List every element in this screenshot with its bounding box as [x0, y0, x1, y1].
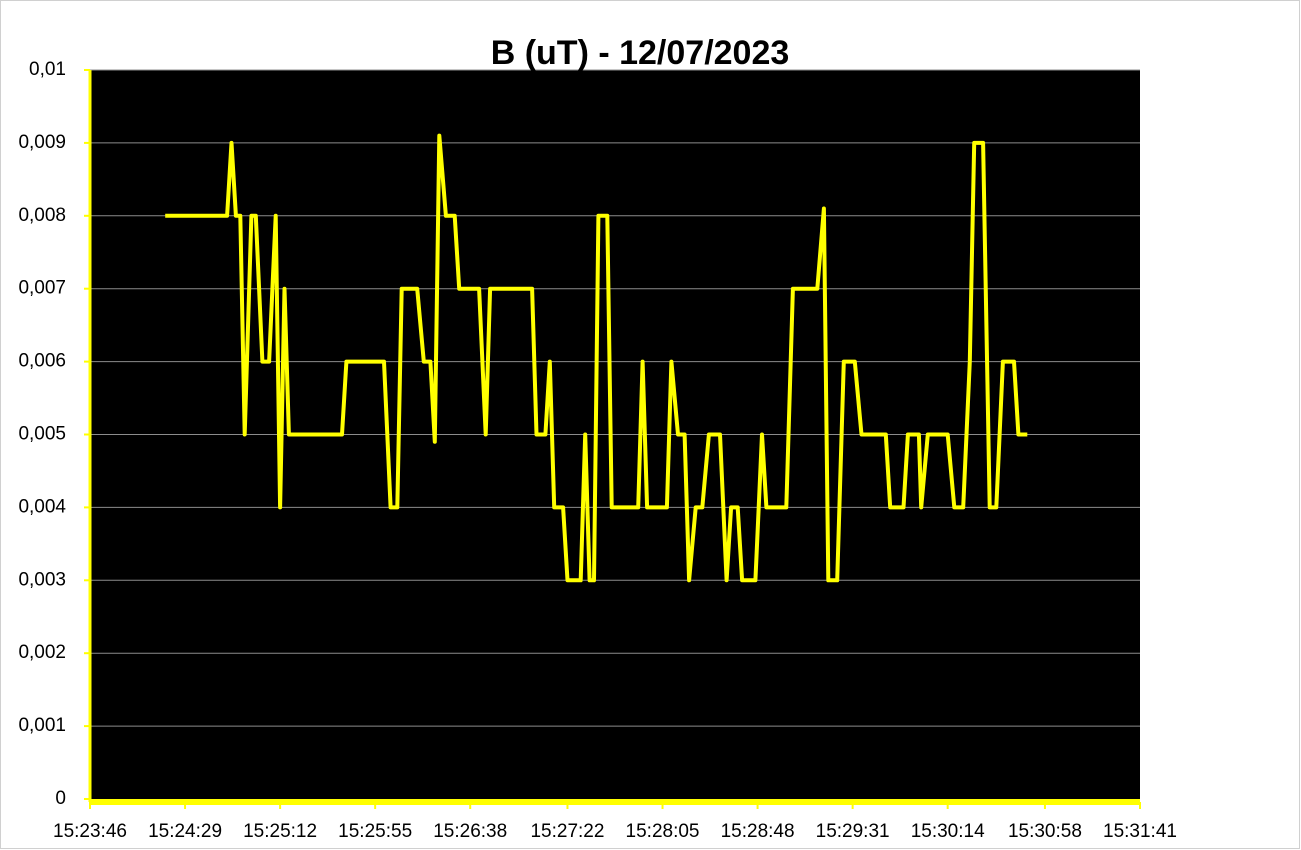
- y-tick-label: 0,01: [29, 59, 66, 80]
- y-tick-label: 0,003: [18, 569, 66, 590]
- x-tick-label: 15:27:22: [530, 821, 604, 842]
- y-tick-label: 0,002: [18, 642, 66, 663]
- y-tick-label: 0,004: [18, 496, 66, 517]
- y-tick-label: 0,009: [18, 132, 66, 153]
- y-tick-label: 0,001: [18, 715, 66, 736]
- y-tick-label: 0,005: [18, 424, 66, 445]
- x-tick-label: 15:29:31: [816, 821, 890, 842]
- chart-title: B (uT) - 12/07/2023: [491, 34, 790, 72]
- x-tick-label: 15:24:29: [148, 821, 222, 842]
- x-tick-label: 15:28:48: [721, 821, 795, 842]
- x-tick-label: 15:30:14: [911, 821, 985, 842]
- x-tick-label: 15:26:38: [433, 821, 507, 842]
- y-tick-label: 0,007: [18, 278, 66, 299]
- x-tick-label: 15:31:41: [1103, 821, 1177, 842]
- y-tick-label: 0,006: [18, 351, 66, 372]
- x-tick-label: 15:30:58: [1008, 821, 1082, 842]
- x-tick-label: 15:25:55: [338, 821, 412, 842]
- x-tick-label: 15:23:46: [53, 821, 127, 842]
- data-line: [165, 133, 1028, 583]
- x-tick-label: 15:28:05: [626, 821, 700, 842]
- x-tick-label: 15:25:12: [243, 821, 317, 842]
- y-tick-label: 0: [55, 788, 66, 809]
- y-tick-label: 0,008: [18, 205, 66, 226]
